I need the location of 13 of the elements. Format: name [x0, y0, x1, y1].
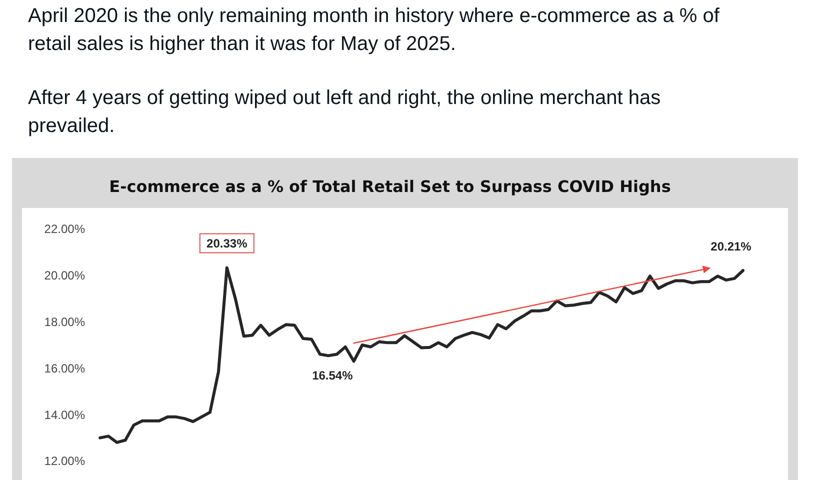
y-tick-label: 12.00% — [44, 454, 86, 468]
data-label: 16.54% — [312, 368, 354, 383]
y-tick-label: 20.00% — [44, 268, 86, 283]
y-tick-label: 16.00% — [44, 361, 86, 376]
y-tick-label: 18.00% — [44, 315, 86, 329]
data-label: 20.33% — [206, 236, 248, 251]
text: After 4 years of getting wiped out left and right, the online merchant has prevailed. — [28, 87, 661, 137]
chart-title: E-commerce as a % of Total Retail Set to Surpass COVID Highs — [109, 177, 671, 196]
text: April 2020 is the only remaining month in history where e-commerce as a % of retail sales is higher than it was for May of 2025. — [28, 5, 720, 55]
data-label: 20.21% — [710, 240, 752, 254]
y-tick-label: 22.00% — [44, 222, 86, 236]
y-tick-label: 14.00% — [44, 408, 86, 422]
line-series — [98, 266, 744, 444]
